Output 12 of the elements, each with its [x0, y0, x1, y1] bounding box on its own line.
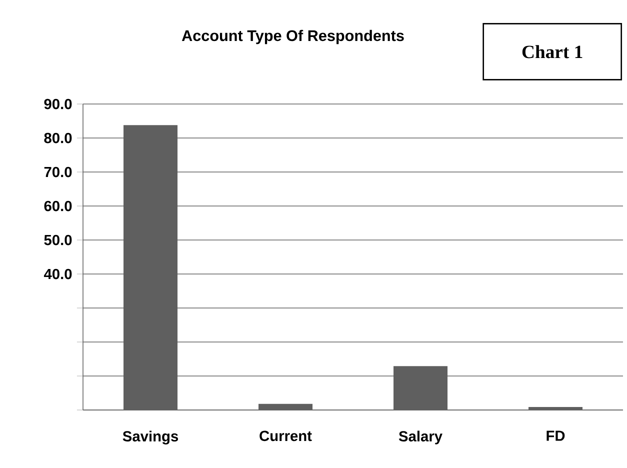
- y-tick-label: 40.0: [44, 268, 72, 280]
- y-tick-label: 70.0: [44, 166, 72, 178]
- y-tick-label: 80.0: [44, 132, 72, 144]
- chart-title: Account Type Of Respondents: [182, 30, 404, 44]
- y-tick-label: 50.0: [44, 234, 72, 246]
- x-tick-label: Savings: [122, 430, 178, 444]
- x-tick-label: Current: [260, 430, 312, 442]
- x-tick-label: Salary: [398, 430, 442, 444]
- caption: Chart 1: [522, 45, 582, 58]
- y-tick-label: 90.0: [44, 98, 72, 110]
- y-tick-label: 60.0: [44, 200, 72, 212]
- x-tick-label: FD: [546, 430, 565, 441]
